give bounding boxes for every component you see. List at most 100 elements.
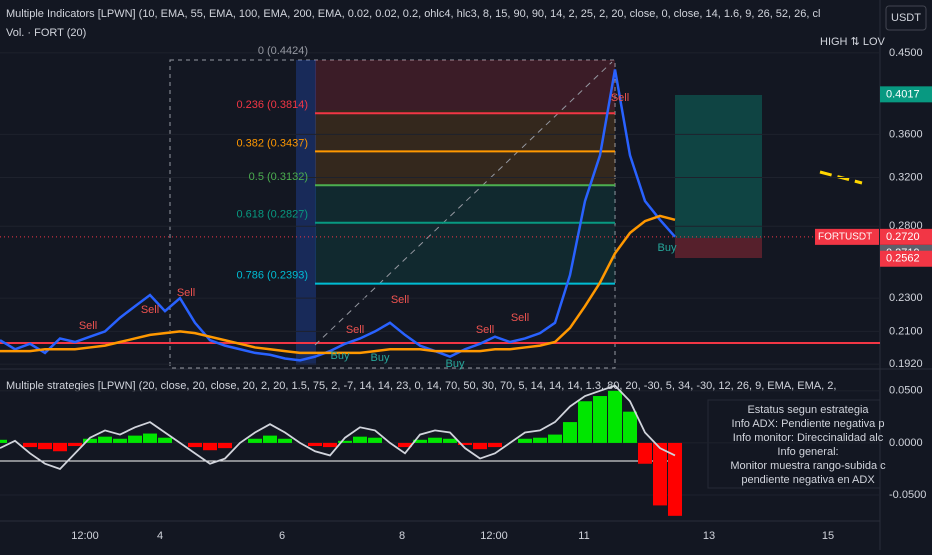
fib-label: 0.5 (0.3132) — [249, 171, 308, 183]
price-line — [0, 214, 676, 355]
y-tick-label: 0.0500 — [889, 385, 923, 397]
signal-label: Sell — [79, 320, 97, 332]
histogram-bar — [638, 442, 652, 464]
fib-frame — [169, 59, 616, 369]
histogram-bar — [278, 438, 292, 443]
y-tick-label: 0.2300 — [889, 292, 923, 304]
fib-zone — [315, 185, 615, 285]
time-label: 13 — [703, 530, 715, 542]
y-tick-label: 0.3600 — [889, 128, 923, 140]
histogram-bar — [473, 442, 487, 450]
histogram-bar — [578, 401, 592, 443]
histogram-bar — [398, 442, 412, 448]
fib-label: 0.382 (0.3437) — [236, 137, 308, 149]
time-label: 8 — [399, 530, 405, 542]
time-label: 12:00 — [480, 530, 508, 542]
currency[interactable]: USDT — [891, 12, 921, 24]
histogram-bar — [623, 411, 637, 443]
histogram-bar — [353, 436, 367, 443]
symbol-badge — [815, 228, 879, 245]
volume-title: Vol. · FORT (20) — [6, 27, 86, 39]
signal-label: Sell — [476, 324, 494, 336]
histogram-bar — [143, 433, 157, 443]
signal-label: Sell — [391, 294, 409, 306]
time-label: 11 — [578, 530, 589, 542]
y-tick-label: -0.0500 — [889, 489, 926, 501]
signal-label: Sell — [141, 304, 159, 316]
time-label: 15 — [822, 530, 834, 542]
histogram-bar — [548, 434, 562, 443]
signal-label: Sell — [611, 92, 629, 104]
stop-zone — [675, 238, 762, 258]
info-text: Info monitor: Direccinalidad alc — [733, 432, 884, 444]
info-text: Info general: — [777, 446, 838, 458]
y-tick-label: 0.1920 — [889, 358, 923, 370]
histogram-bar — [563, 422, 577, 443]
symbol-label: FORTUSDT — [818, 232, 872, 243]
time-label: 6 — [279, 530, 285, 542]
fib-label: 0.236 (0.3814) — [236, 99, 308, 111]
fib-label: 0 (0.4424) — [258, 45, 308, 57]
histogram-bar — [218, 442, 232, 449]
y-tick-label: 0.4500 — [889, 47, 923, 59]
price-badge-label: 0.2562 — [886, 253, 920, 265]
signal-label: Sell — [177, 287, 195, 299]
osc-title: Multiple strategies [LPWN] (20, close, 2… — [6, 380, 836, 392]
price-badge-label: 0.4017 — [886, 88, 920, 100]
histogram-bar — [443, 438, 457, 443]
fib-label: 0.618 (0.2827) — [236, 209, 308, 221]
histogram-bar — [0, 439, 7, 443]
info-text: Monitor muestra rango-subida c — [730, 460, 886, 472]
signal-label: Buy — [331, 350, 350, 362]
histogram-bar — [263, 435, 277, 443]
histogram-bar — [203, 442, 217, 451]
histogram-bar — [608, 390, 622, 443]
histogram-bar — [413, 439, 427, 443]
histogram-bar — [38, 442, 52, 450]
histogram-bar — [158, 437, 172, 443]
y-tick-label: 0.2100 — [889, 325, 923, 337]
fib-zone — [315, 60, 615, 110]
histogram-bar — [248, 438, 262, 443]
volume-profile — [296, 60, 316, 365]
info-box — [707, 399, 881, 489]
indicator-title: Multiple Indicators [LPWN] (10, EMA, 55,… — [6, 8, 820, 20]
histogram-bar — [488, 442, 502, 448]
info-text: Info ADX: Pendiente negativa p — [732, 418, 885, 430]
histogram-bar — [83, 438, 97, 443]
signal-label: Buy — [371, 352, 390, 364]
info-text: pendiente negativa en ADX — [741, 474, 875, 486]
y-tick-label: 0.3200 — [889, 171, 923, 183]
histogram-bar — [518, 438, 532, 443]
price-badge — [880, 86, 932, 103]
histogram-bar — [113, 438, 127, 443]
histogram-bar — [668, 442, 682, 516]
target-zone — [675, 95, 762, 238]
price-line — [0, 69, 676, 362]
histogram-bar — [368, 437, 382, 443]
histogram-bar — [188, 442, 202, 448]
info-text: Estatus segun estrategia — [747, 404, 869, 416]
signal-label: Sell — [346, 324, 364, 336]
signal-label: Sell — [511, 312, 529, 324]
y-tick-label: 0.0000 — [889, 437, 923, 449]
histogram-bar — [533, 437, 547, 443]
time-label: 12:00 — [71, 530, 99, 542]
osc-line — [0, 384, 676, 470]
histogram-bar — [653, 442, 667, 506]
signal-label: Buy — [446, 358, 465, 370]
histogram-bar — [308, 442, 322, 447]
time-label: 4 — [157, 530, 163, 542]
histogram-bar — [128, 435, 142, 443]
histogram-bar — [98, 436, 112, 443]
histogram-bar — [53, 442, 67, 452]
histogram-bar — [458, 442, 472, 445]
price-badge — [880, 228, 932, 245]
price-badge — [880, 250, 932, 267]
histogram-bar — [23, 442, 37, 448]
price-badge-label: 0.2720 — [886, 231, 920, 243]
currency-button[interactable] — [885, 5, 927, 31]
histogram-bar — [338, 440, 352, 443]
